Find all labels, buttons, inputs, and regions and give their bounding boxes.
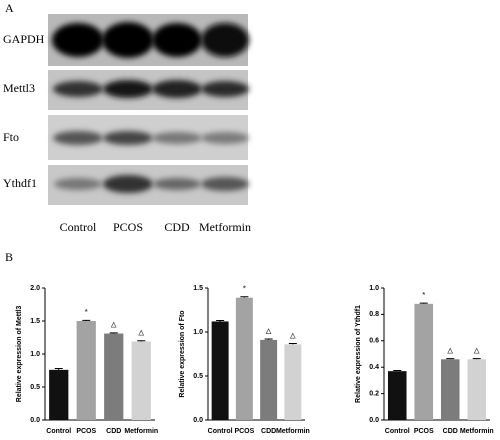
y-tick-label: 0.0 xyxy=(369,417,379,424)
x-tick-label: Control xyxy=(385,428,410,435)
bar xyxy=(260,339,278,420)
error-bar xyxy=(216,320,225,322)
x-tick-label: PCOS xyxy=(414,428,434,435)
bar xyxy=(235,297,253,420)
column-label: Metformin xyxy=(199,220,251,234)
significance-marker: * xyxy=(243,286,246,293)
bar xyxy=(414,303,434,420)
y-axis-label: Relative expression of Fto xyxy=(179,310,186,397)
x-tick-label: PCOS xyxy=(76,428,96,435)
bar xyxy=(104,333,124,420)
error-bar xyxy=(240,296,249,298)
significance-marker: * xyxy=(422,292,425,299)
band xyxy=(153,178,201,190)
band xyxy=(52,23,104,57)
error-bar xyxy=(393,370,402,372)
band xyxy=(152,23,202,57)
y-tick-label: 0.8 xyxy=(369,311,379,318)
panel-label: B xyxy=(5,250,13,264)
error-bar xyxy=(264,338,273,340)
error-bar xyxy=(288,342,297,345)
bar xyxy=(467,359,487,420)
bar xyxy=(440,359,460,420)
error-bar xyxy=(109,332,118,334)
x-tick-label: Metformin xyxy=(276,428,310,435)
y-tick-label: 1.0 xyxy=(369,285,379,292)
significance-marker: △ xyxy=(265,328,272,335)
error-bar xyxy=(137,340,146,342)
x-tick-label: CDD xyxy=(443,428,458,435)
row-label: Fto xyxy=(3,130,19,144)
y-tick-label: 0.6 xyxy=(369,338,379,345)
band xyxy=(103,175,153,193)
column-label: PCOS xyxy=(113,220,143,234)
x-tick-label: Control xyxy=(46,428,71,435)
significance-marker: * xyxy=(85,309,88,316)
bar xyxy=(211,321,229,420)
row-label: Mettl3 xyxy=(3,81,35,95)
x-tick-label: PCOS xyxy=(234,428,254,435)
band xyxy=(54,178,102,190)
bar xyxy=(387,371,407,420)
column-label: CDD xyxy=(164,220,190,234)
bar xyxy=(131,341,151,420)
y-tick-label: 1.5 xyxy=(30,318,40,325)
y-tick-label: 0.5 xyxy=(193,373,203,380)
y-tick-label: 2.0 xyxy=(30,285,40,292)
error-bar xyxy=(446,358,455,360)
x-tick-label: CDD xyxy=(106,428,121,435)
y-tick-label: 0.5 xyxy=(30,384,40,391)
band xyxy=(102,22,154,58)
blot xyxy=(48,14,249,205)
band xyxy=(201,81,249,97)
x-tick-label: Metformin xyxy=(460,428,494,435)
y-tick-label: 1.0 xyxy=(193,329,203,336)
error-bar xyxy=(419,302,428,304)
column-label: Control xyxy=(60,220,97,234)
y-tick-label: 0.0 xyxy=(30,417,40,424)
y-tick-label: 0.2 xyxy=(369,390,379,397)
x-tick-label: Metformin xyxy=(124,428,158,435)
row-label: Ythdf1 xyxy=(3,176,37,190)
bar xyxy=(49,369,69,420)
y-axis-label: Relative expression of Ythdf1 xyxy=(355,305,362,403)
band xyxy=(53,131,103,145)
error-bar xyxy=(54,368,63,370)
band xyxy=(152,132,202,144)
x-tick-label: CDD xyxy=(261,428,276,435)
band xyxy=(201,132,249,144)
y-tick-label: 0.0 xyxy=(193,417,203,424)
significance-marker: △ xyxy=(447,347,454,354)
significance-marker: △ xyxy=(138,330,145,337)
error-bar xyxy=(472,358,481,360)
significance-marker: △ xyxy=(110,322,117,329)
band xyxy=(152,80,202,98)
band xyxy=(201,177,249,191)
significance-marker: △ xyxy=(473,347,480,354)
y-tick-label: 0.4 xyxy=(369,364,379,371)
y-tick-label: 1.0 xyxy=(30,351,40,358)
error-bar xyxy=(82,319,91,321)
band xyxy=(103,131,153,145)
bar xyxy=(76,321,96,420)
x-tick-label: Control xyxy=(208,428,233,435)
band xyxy=(103,80,153,98)
y-axis-label: Relative expression of Mettl3 xyxy=(16,306,23,403)
row-label: GAPDH xyxy=(3,32,45,46)
bar xyxy=(284,344,302,420)
y-tick-label: 1.5 xyxy=(193,285,203,292)
panel-label: A xyxy=(5,1,14,15)
band xyxy=(201,23,249,57)
band xyxy=(53,81,103,97)
significance-marker: △ xyxy=(289,332,296,339)
